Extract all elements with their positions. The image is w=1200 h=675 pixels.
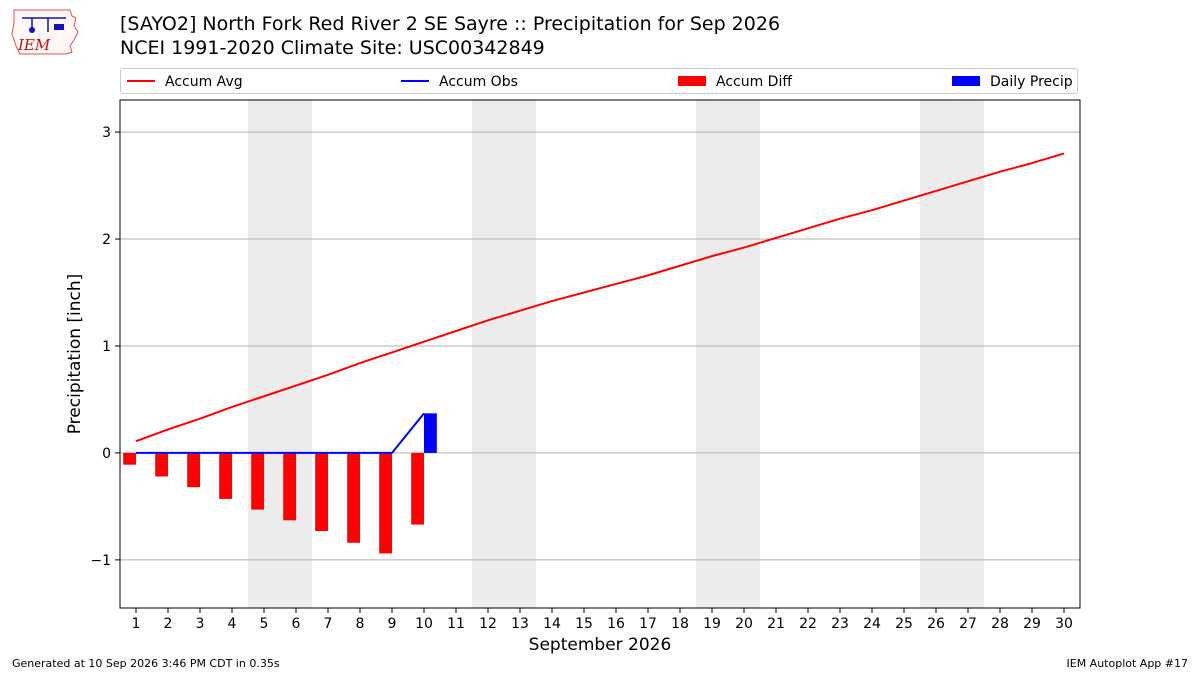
x-tick-label: 15 [575, 616, 593, 632]
x-tick-label: 4 [228, 616, 237, 632]
accum-diff-bar [123, 452, 136, 465]
accum-avg-line [135, 152, 1065, 443]
title-line-2: NCEI 1991-2020 Climate Site: USC00342849 [120, 37, 545, 59]
x-tick-label: 21 [767, 616, 785, 632]
weekend-band [248, 100, 312, 608]
x-tick-label: 19 [703, 616, 721, 632]
accum-diff-bar [411, 452, 424, 525]
x-tick-label: 24 [863, 616, 881, 632]
x-axis-label: September 2026 [529, 635, 672, 655]
y-tick-label: 3 [102, 125, 111, 141]
legend-daily-precip: Daily Precip [952, 73, 1073, 91]
x-tick-label: 13 [511, 616, 529, 632]
legend-accum-avg: Accum Avg [127, 73, 243, 91]
iem-logo: IEM [8, 6, 84, 58]
x-tick-label: 29 [1023, 616, 1041, 632]
x-tick-label: 18 [671, 616, 689, 632]
accum-diff-bar [379, 452, 392, 554]
accum-diff-bar [251, 452, 264, 510]
x-tick-label: 16 [607, 616, 625, 632]
x-tick-label: 9 [388, 616, 397, 632]
x-tick-label: 6 [292, 616, 301, 632]
app-note: IEM Autoplot App #17 [1066, 657, 1189, 670]
weekend-band [920, 100, 984, 608]
accum-obs-line [136, 412, 425, 454]
y-tick-label: 1 [102, 339, 111, 355]
x-tick-label: 26 [927, 616, 945, 632]
x-tick-label: 2 [164, 616, 173, 632]
legend-label: Accum Obs [439, 74, 518, 90]
legend-swatch [952, 75, 980, 86]
legend-label: Daily Precip [990, 74, 1073, 90]
legend: Accum Avg Accum Obs Accum Diff Daily Pre… [120, 68, 1078, 94]
x-tick-label: 23 [831, 616, 849, 632]
x-tick-label: 28 [991, 616, 1009, 632]
x-tick-label: 25 [895, 616, 913, 632]
x-tick-label: 5 [260, 616, 269, 632]
logo-text: IEM [17, 36, 51, 54]
chart-title: [SAYO2] North Fork Red River 2 SE Sayre … [120, 12, 780, 60]
x-tick-label: 27 [959, 616, 977, 632]
x-tick-label: 17 [639, 616, 657, 632]
accum-diff-bar [155, 452, 168, 477]
weekend-band [696, 100, 760, 608]
title-line-1: [SAYO2] North Fork Red River 2 SE Sayre … [120, 13, 781, 35]
x-tick-label: 3 [196, 616, 205, 632]
plot-frame [119, 99, 1081, 609]
accum-diff-bar [187, 452, 200, 488]
legend-swatch [678, 75, 706, 86]
accum-diff-bar [347, 452, 360, 543]
x-tick-label: 8 [356, 616, 365, 632]
legend-accum-obs: Accum Obs [401, 73, 518, 91]
x-tick-label: 30 [1055, 616, 1073, 632]
y-axis-label: Precipitation [inch] [65, 274, 85, 435]
x-tick-label: 11 [447, 616, 465, 632]
y-tick-label: 0 [102, 446, 111, 462]
legend-accum-diff: Accum Diff [678, 73, 792, 91]
accum-diff-bar [219, 452, 232, 499]
accum-diff-bar [283, 452, 296, 521]
legend-swatch [401, 79, 429, 82]
legend-label: Accum Avg [165, 74, 243, 90]
generated-note: Generated at 10 Sep 2026 3:46 PM CDT in … [12, 657, 280, 670]
x-tick-label: 1 [132, 616, 141, 632]
y-tick-label: 2 [102, 232, 111, 248]
y-tick-label: −1 [90, 553, 111, 569]
weekend-band [472, 100, 536, 608]
x-tick-label: 12 [479, 616, 497, 632]
daily-precip-bar [424, 413, 437, 453]
x-tick-label: 7 [324, 616, 333, 632]
legend-label: Accum Diff [716, 74, 793, 90]
x-tick-label: 22 [799, 616, 817, 632]
x-tick-label: 10 [415, 616, 433, 632]
accum-diff-bar [315, 452, 328, 531]
x-tick-label: 20 [735, 616, 753, 632]
x-tick-label: 14 [543, 616, 561, 632]
legend-swatch [127, 79, 155, 82]
